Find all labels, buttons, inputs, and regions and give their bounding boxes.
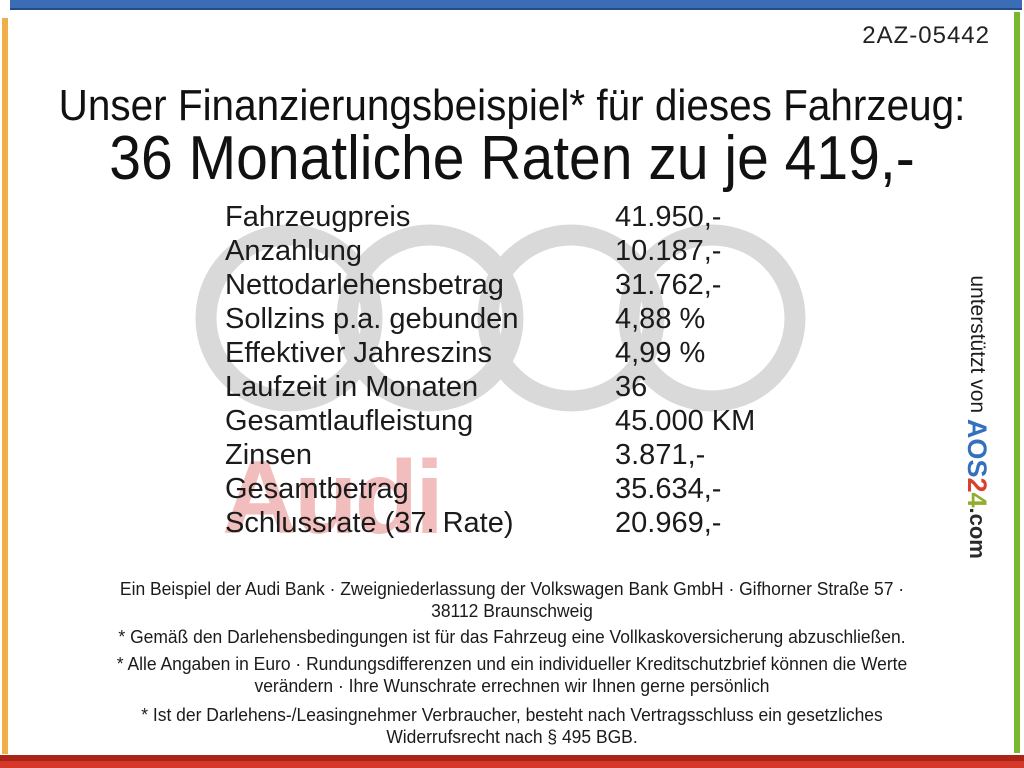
audi-text-watermark: Audi	[222, 440, 444, 556]
aos24-domain-suffix: .com	[965, 507, 990, 559]
row-value: 4,88 %	[615, 302, 706, 335]
audi-ring-icon	[336, 224, 524, 412]
footer-line: Widerrufsrecht nach § 495 BGB.	[386, 727, 638, 747]
table-row: Schlussrate (37. Rate) 20.969,-	[225, 506, 755, 540]
aos24-letter: S	[962, 459, 992, 478]
table-row: Fahrzeugpreis 41.950,-	[225, 200, 755, 234]
supported-by-vertical: unterstützt von AOS24.com	[932, 252, 1022, 559]
row-value: 31.762,-	[615, 268, 722, 301]
reference-code: 2AZ-05442	[862, 22, 990, 49]
aos24-logo: AOS24	[962, 419, 992, 508]
finance-table: Fahrzeugpreis 41.950,- Anzahlung 10.187,…	[225, 200, 755, 540]
rate-headline: 36 Monatliche Raten zu je 419,-	[109, 124, 915, 193]
row-value: 41.950,-	[615, 200, 722, 233]
table-row: Gesamtlaufleistung 45.000 KM	[225, 404, 755, 438]
row-label: Nettodarlehensbetrag	[225, 268, 504, 301]
aos24-letter: 2	[962, 477, 992, 493]
footer-line: * Alle Angaben in Euro · Rundungsdiffere…	[116, 654, 908, 674]
footer-line: * Ist der Darlehens-/Leasingnehmer Verbr…	[141, 705, 883, 725]
row-value: 36	[615, 370, 648, 403]
table-row: Sollzins p.a. gebunden 4,88 %	[225, 302, 755, 336]
row-label: Sollzins p.a. gebunden	[225, 302, 519, 335]
row-label: Fahrzeugpreis	[225, 200, 411, 233]
table-row: Anzahlung 10.187,-	[225, 234, 755, 268]
row-value: 4,99 %	[615, 336, 706, 369]
row-value: 45.000 KM	[615, 404, 756, 437]
footer-line: verändern · Ihre Wunschrate errechnen wi…	[254, 676, 770, 696]
aos24-letter: 4	[962, 492, 992, 508]
row-label: Gesamtlaufleistung	[225, 404, 474, 437]
row-label: Schlussrate (37. Rate)	[225, 506, 514, 539]
page-title: Unser Finanzierungsbeispiel* für dieses …	[58, 81, 966, 130]
frame-right-bar	[1014, 12, 1020, 753]
audi-ring-icon	[195, 224, 383, 412]
frame-left-bar	[2, 18, 8, 754]
aos24-letter: A	[962, 418, 992, 439]
audi-ring-icon	[477, 224, 665, 412]
footer-line: Ein Beispiel der Audi Bank · Zweignieder…	[119, 579, 905, 599]
row-value: 3.871,-	[615, 438, 706, 471]
table-row: Zinsen 3.871,-	[225, 438, 755, 472]
supported-by-label: unterstützt von	[966, 275, 989, 419]
table-row: Effektiver Jahreszins 4,99 %	[225, 336, 755, 370]
footer-line: 38112 Braunschweig	[431, 601, 593, 621]
row-label: Anzahlung	[225, 234, 363, 267]
row-label: Zinsen	[225, 438, 313, 471]
row-label: Laufzeit in Monaten	[225, 370, 479, 403]
aos24-letter: O	[962, 438, 992, 460]
row-value: 20.969,-	[615, 506, 722, 539]
audi-ring-icon	[618, 224, 806, 412]
row-label: Effektiver Jahreszins	[225, 336, 493, 369]
row-value: 35.634,-	[615, 472, 722, 505]
frame-bottom-bar	[0, 755, 1024, 768]
table-row: Laufzeit in Monaten 36	[225, 370, 755, 404]
row-label: Gesamtbetrag	[225, 472, 409, 505]
footer-notes: Ein Beispiel der Audi Bank · Zweignieder…	[44, 578, 979, 748]
table-row: Gesamtbetrag 35.634,-	[225, 472, 755, 506]
frame-top-bar	[10, 0, 1022, 10]
table-row: Nettodarlehensbetrag 31.762,-	[225, 268, 755, 302]
footer-line: * Gemäß den Darlehensbedingungen ist für…	[118, 627, 906, 647]
row-value: 10.187,-	[615, 234, 722, 267]
